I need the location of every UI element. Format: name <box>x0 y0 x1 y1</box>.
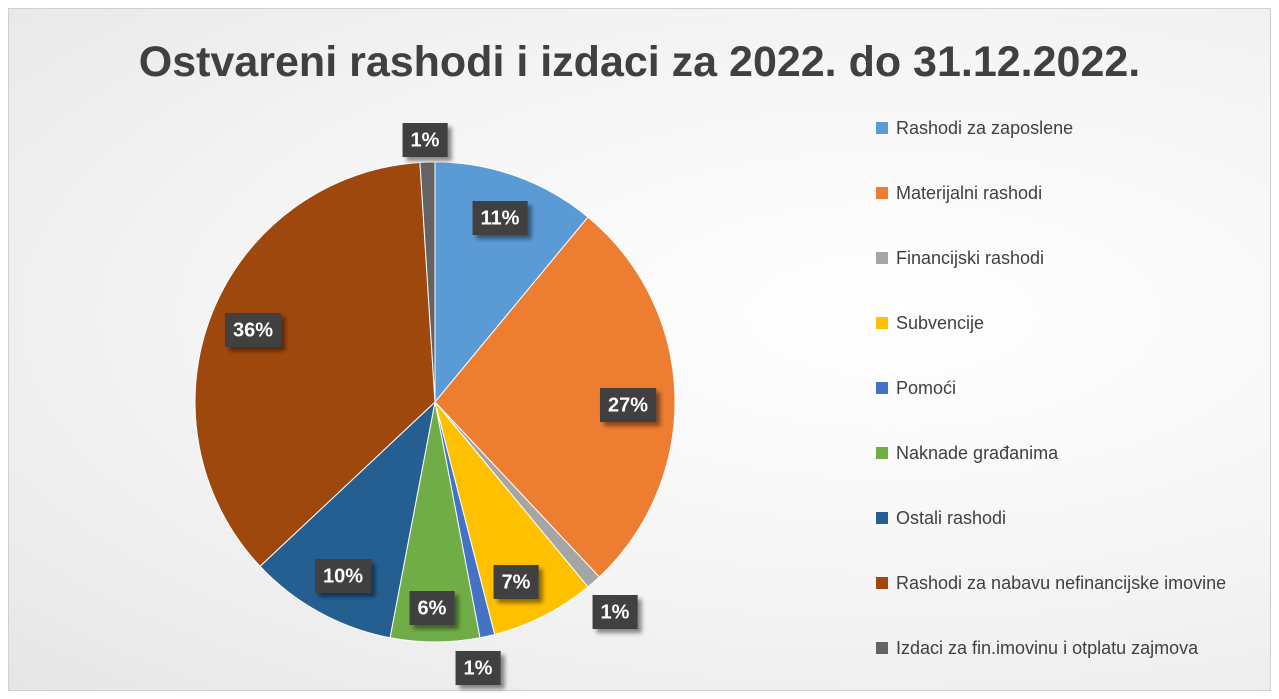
legend-label: Rashodi za nabavu nefinancijske imovine <box>896 573 1227 593</box>
legend-swatch <box>876 642 888 654</box>
legend-swatch <box>876 577 888 589</box>
label-box <box>472 201 528 235</box>
label-text: 36% <box>233 319 273 341</box>
legend-swatch <box>876 317 888 329</box>
legend-label: Materijalni rashodi <box>896 183 1043 203</box>
legend-label: Financijski rashodi <box>896 248 1045 268</box>
label-text: 1% <box>601 601 630 623</box>
legend-item: Materijalni rashodi <box>876 181 1271 205</box>
data-label: 6% <box>409 591 455 625</box>
slice <box>434 401 589 636</box>
legend-item: Izdaci za fin.imovinu i otplatu zajmova <box>876 636 1271 660</box>
data-label: 7% <box>493 565 539 599</box>
label-text: 11% <box>481 207 520 229</box>
legend-item: Ostali rashodi <box>876 506 1271 530</box>
label-box <box>455 651 501 685</box>
legend-item: Pomoći <box>876 376 1271 400</box>
slice <box>434 216 676 578</box>
legend-swatch <box>876 512 888 524</box>
legend-label: Pomoći <box>896 378 957 398</box>
legend-label: Izdaci za fin.imovinu i otplatu zajmova <box>896 638 1199 658</box>
legend-item: Subvencije <box>876 311 1271 335</box>
legend-swatch <box>876 187 888 199</box>
label-box <box>402 123 448 157</box>
label-text: 7% <box>502 571 531 593</box>
legend-swatch <box>876 447 888 459</box>
legend-label: Naknade građanima <box>896 443 1059 463</box>
label-text: 1% <box>464 657 493 679</box>
label-box <box>592 595 638 629</box>
data-label: 11% <box>472 201 528 235</box>
data-label: 1% <box>402 123 448 157</box>
slice <box>194 161 436 567</box>
legend-label: Rashodi za zaposlene <box>896 118 1074 138</box>
label-text: 27% <box>608 394 648 416</box>
data-label: 1% <box>592 595 638 629</box>
chart-title: Ostvareni rashodi i izdaci za 2022. do 3… <box>138 38 1141 86</box>
label-box <box>409 591 455 625</box>
legend-item: Rashodi za zaposlene <box>876 116 1271 140</box>
label-text: 1% <box>411 129 440 151</box>
label-box <box>493 565 539 599</box>
data-label: 10% <box>314 559 372 593</box>
legend-label: Ostali rashodi <box>896 508 1007 528</box>
label-text: 6% <box>418 597 447 619</box>
slice <box>419 161 436 403</box>
label-box <box>314 559 372 593</box>
legend-item: Rashodi za nabavu nefinancijske imovine <box>876 571 1236 595</box>
data-label: 1% <box>455 651 501 685</box>
data-label: 27% <box>599 388 657 422</box>
label-box <box>599 388 657 422</box>
label-box <box>224 313 282 347</box>
label-text: 10% <box>323 565 363 587</box>
slice <box>259 400 436 639</box>
pie <box>194 161 676 643</box>
data-label: 36% <box>224 313 282 347</box>
legend-swatch <box>876 382 888 394</box>
legend-swatch <box>876 252 888 264</box>
legend-swatch <box>876 122 888 134</box>
data-labels: 11% 27% 1% 7% 1% 6% 10% 36% 1% <box>224 123 657 685</box>
legend-item: Naknade građanima <box>876 441 1271 465</box>
legend-item: Financijski rashodi <box>876 246 1271 270</box>
legend-label: Subvencije <box>896 313 985 333</box>
